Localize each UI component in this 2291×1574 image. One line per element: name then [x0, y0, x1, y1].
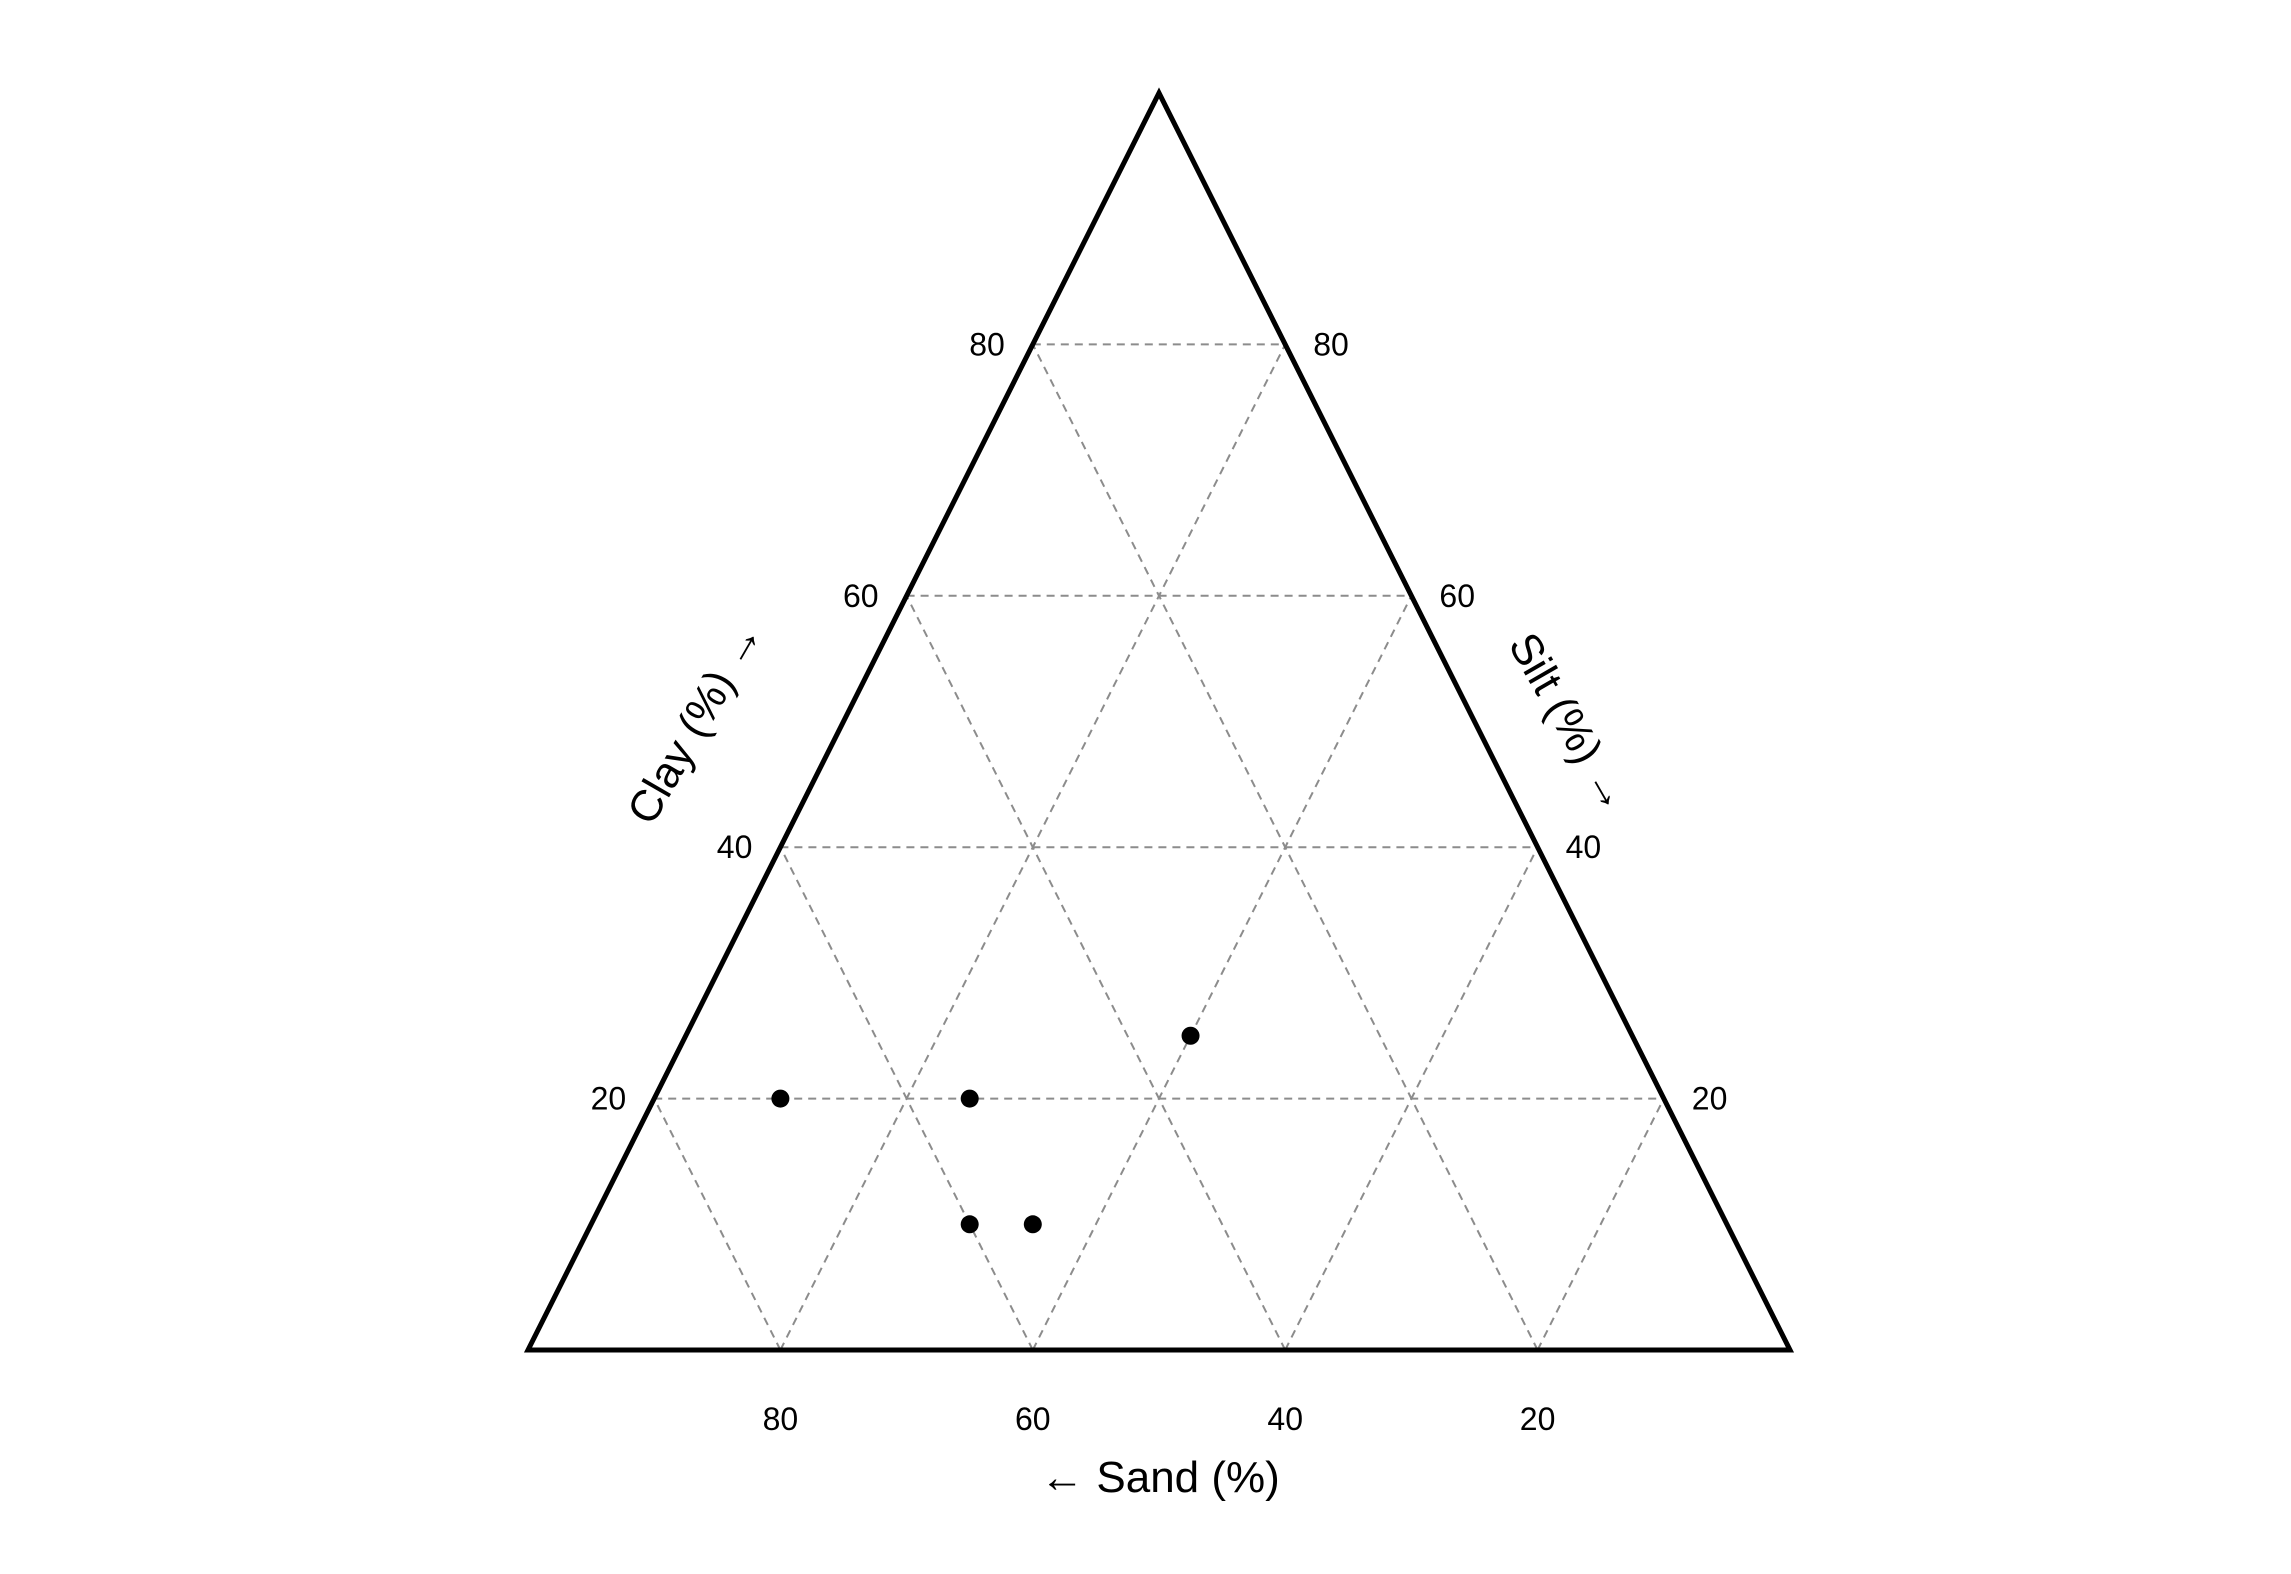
grid-line-silt-60 — [1284, 846, 1539, 1351]
data-point-4 — [1023, 1215, 1042, 1234]
data-points — [771, 1026, 1200, 1234]
clay-tick-60: 60 — [843, 578, 879, 614]
sand-tick-80: 80 — [763, 1401, 799, 1437]
grid-line-sand-60 — [779, 846, 1034, 1351]
grid-line-silt-80 — [1536, 1098, 1665, 1351]
clay-tick-40: 40 — [717, 829, 753, 865]
grid-lines — [653, 343, 1665, 1351]
grid-line-sand-40 — [905, 595, 1287, 1351]
data-point-2 — [960, 1089, 979, 1108]
sand-tick-60: 60 — [1015, 1401, 1051, 1437]
silt-tick-labels: 20 40 60 80 — [1313, 326, 1727, 1116]
sand-axis-title: ← Sand (%) — [1040, 1453, 1280, 1502]
grid-line-sand-80 — [653, 1098, 782, 1351]
silt-tick-60: 60 — [1439, 578, 1475, 614]
clay-axis-title: Clay (%) → — [618, 613, 773, 832]
data-point-5 — [1181, 1026, 1200, 1045]
clay-tick-20: 20 — [591, 1081, 627, 1117]
data-point-3 — [960, 1215, 979, 1234]
silt-tick-80: 80 — [1313, 326, 1349, 362]
data-point-1 — [771, 1089, 790, 1108]
clay-tick-labels: 20 40 60 80 — [591, 326, 1005, 1116]
silt-tick-40: 40 — [1566, 829, 1602, 865]
silt-tick-20: 20 — [1692, 1081, 1728, 1117]
sand-tick-40: 40 — [1267, 1401, 1303, 1437]
clay-tick-80: 80 — [969, 326, 1005, 362]
grid-line-silt-40 — [1031, 595, 1413, 1351]
triangle-frame — [523, 87, 1795, 1353]
silt-axis-title: Silt (%) → — [1499, 625, 1640, 821]
sand-tick-20: 20 — [1520, 1401, 1556, 1437]
sand-tick-labels: 80 60 40 20 — [763, 1401, 1556, 1437]
